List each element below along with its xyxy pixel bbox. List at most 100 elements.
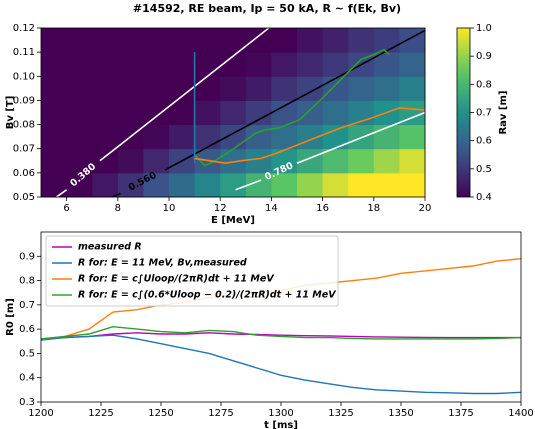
heatmap-cell [322,172,349,198]
axes-frame [40,27,426,198]
y-tick-label: 0.6 [19,324,35,335]
y-tick-label: 0.3 [19,397,35,408]
x-tick-label: 16 [316,203,329,214]
heatmap-cell [194,28,221,53]
x-axis-label: t [ms] [264,420,298,429]
heatmap-cell [194,52,221,77]
y-tick-label: 0.05 [13,192,35,203]
heatmap-cell [245,76,272,101]
heatmap-cell [143,76,170,101]
contour-line [55,28,270,197]
contour-line [235,111,425,191]
heatmap-cell [41,172,68,198]
x-tick-label: 1350 [388,408,413,419]
y-tick-label: 0.4 [19,373,35,384]
legend-box [45,235,339,307]
heatmap-cell [220,172,247,198]
x-tick-label: 14 [265,203,278,214]
heatmap-cell [297,28,324,53]
x-tick-label: 6 [63,203,69,214]
heatmap-cell [373,148,400,174]
heatmap-cell [297,52,324,77]
heatmap-cell [297,100,324,126]
trajectory-line [194,48,390,167]
heatmap-cell [92,100,119,126]
heatmap-cell [399,52,426,77]
y-tick-label: 0.07 [13,144,35,155]
heatmap-cell [143,124,170,150]
heatmap-cell [348,172,375,198]
heatmap-cell [92,124,119,150]
heatmap-cell [245,148,272,174]
heatmap-cell [271,100,298,126]
heatmap-cell [373,172,400,198]
x-tick-label: 1375 [448,408,473,419]
colorbar-tick-label: 0.7 [476,108,492,119]
y-axis-label: Bv [T] [5,96,16,130]
x-tick-label: 12 [214,203,227,214]
heatmap-cell [399,76,426,101]
x-tick-label: 10 [163,203,176,214]
heatmap-cell [66,76,93,101]
heatmap-cell [143,172,170,198]
x-tick-label: 1200 [28,408,53,419]
colorbar-tick-label: 1.0 [476,23,492,34]
series-line [40,334,522,395]
x-tick-label: 1300 [268,408,293,419]
heatmap-cell [322,52,349,77]
heatmap-cell [66,172,93,198]
heatmap-cell [117,76,144,101]
y-tick-label: 0.8 [19,276,35,287]
heatmap-cell [194,76,221,101]
heatmap-cell [322,100,349,126]
y-tick-label: 0.08 [13,120,35,131]
heatmap-cell [143,100,170,126]
heatmap-cell [41,148,68,174]
heatmap-cell [271,52,298,77]
heatmap-cell [348,76,375,101]
heatmap-cell [322,124,349,150]
heatmap-cell [373,28,400,53]
colorbar-tick-label: 0.5 [476,164,492,175]
heatmap-cell [194,124,221,150]
contour-line [112,29,425,197]
heatmap-cell [41,124,68,150]
heatmap-cell [169,172,196,198]
legend-label: R for: E = 11 MeV, Bv,measured [78,258,247,269]
heatmap-cell [41,76,68,101]
x-tick-label: 1325 [328,408,353,419]
heatmap-cell [169,28,196,53]
heatmap-cell [92,28,119,53]
heatmap-cell [169,100,196,126]
heatmap-cell [399,124,426,150]
y-tick-label: 0.7 [19,300,35,311]
heatmap-cell [245,172,272,198]
y-tick-label: 0.12 [13,23,35,34]
heatmap-cell [245,28,272,53]
legend-label: R for: E = c∫(0.6*Uloop − 0.2)/(2πR)dt +… [78,290,336,301]
heatmap-cell [399,148,426,174]
y-tick-label: 0.10 [13,71,35,82]
heatmap-cell [271,172,298,198]
colorbar [456,27,471,198]
x-tick-label: 1400 [508,408,533,419]
heatmap-cell [220,100,247,126]
heatmap-cell [92,148,119,174]
heatmap-cell [92,172,119,198]
heatmap-cell [194,172,221,198]
x-tick-label: 18 [367,203,380,214]
heatmap-cell [297,172,324,198]
x-tick-label: 1275 [208,408,233,419]
x-axis-label: E [MeV] [211,215,255,226]
y-tick-label: 0.5 [19,348,35,359]
heatmap-cell [66,52,93,77]
heatmap-cell [169,124,196,150]
heatmap-cell [322,28,349,53]
heatmap-cell [143,28,170,53]
y-tick-label: 0.9 [19,251,35,262]
colorbar-tick-label: 0.8 [476,79,492,90]
heatmap-cell [143,52,170,77]
heatmap-cell [41,52,68,77]
series-line [40,325,522,340]
